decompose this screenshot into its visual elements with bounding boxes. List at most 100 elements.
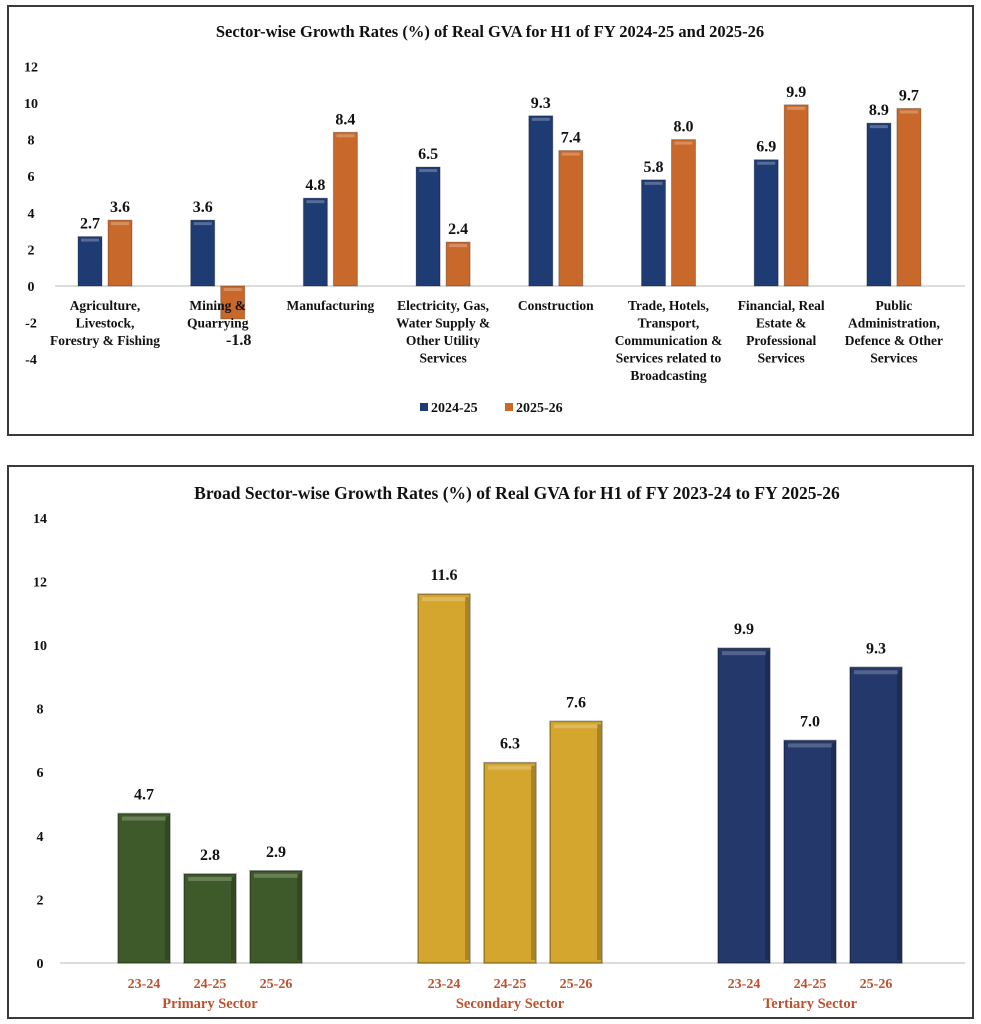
y-tick-label: 0 xyxy=(37,957,44,972)
data-label: 6.9 xyxy=(756,139,776,156)
bar-highlight xyxy=(787,106,806,110)
data-label: 6.5 xyxy=(418,146,438,163)
bar-shade xyxy=(597,724,601,960)
bar-2024-25 xyxy=(77,236,103,287)
data-label: 11.6 xyxy=(430,567,457,584)
category-label: Trade, Hotels, xyxy=(628,298,709,313)
bar-2024-25 xyxy=(415,166,441,287)
data-label: 4.8 xyxy=(305,177,325,194)
bar-2025-26 xyxy=(220,285,246,320)
y-tick-label: 6 xyxy=(37,766,44,781)
category-label: 24-25 xyxy=(494,977,527,992)
category-label: 25-26 xyxy=(560,977,593,992)
bar-shade xyxy=(231,876,235,960)
category-label: Water Supply & xyxy=(396,316,490,331)
y-tick-label: 10 xyxy=(33,639,47,654)
category-label: Electricity, Gas, xyxy=(397,298,489,313)
data-label: 5.8 xyxy=(644,159,664,176)
category-label: Transport, xyxy=(638,316,700,331)
bar-shade xyxy=(531,765,535,960)
category-label: 25-26 xyxy=(260,977,293,992)
category-label: 23-24 xyxy=(128,977,161,992)
bar-2024-25 xyxy=(528,115,554,287)
data-label: 9.9 xyxy=(786,84,806,101)
category-label: Other Utility xyxy=(406,333,481,348)
bar-highlight xyxy=(554,724,598,729)
data-label: 2.8 xyxy=(200,847,220,864)
bar-secondary-sector xyxy=(549,720,603,964)
data-label: 2.9 xyxy=(266,844,286,861)
data-label: 9.9 xyxy=(734,621,754,638)
bar-2024-25 xyxy=(190,219,216,287)
bar-highlight xyxy=(531,117,550,121)
bar-shade xyxy=(897,670,901,960)
bar-tertiary-sector xyxy=(783,739,837,964)
bar-shade xyxy=(465,597,469,960)
data-label: 7.6 xyxy=(566,694,586,711)
bar-2025-26 xyxy=(783,104,809,287)
bar-2024-25 xyxy=(753,159,779,287)
bar-secondary-sector xyxy=(417,593,471,964)
y-tick-label: 14 xyxy=(33,512,47,527)
category-label: Defence & Other xyxy=(845,333,943,348)
chart1-title: Sector-wise Growth Rates (%) of Real GVA… xyxy=(216,22,764,41)
data-label: 9.3 xyxy=(531,95,551,112)
y-tick-label: -4 xyxy=(25,353,37,368)
y-tick-label: 2 xyxy=(28,243,35,258)
chart-panel-sector-wise xyxy=(7,5,974,436)
category-label: 25-26 xyxy=(860,977,893,992)
data-label: 8.4 xyxy=(335,111,355,128)
y-tick-label: 8 xyxy=(28,134,35,149)
group-label: Primary Sector xyxy=(162,996,258,1012)
chart2-title: Broad Sector-wise Growth Rates (%) of Re… xyxy=(194,483,840,503)
category-label: Quarrying xyxy=(187,316,249,331)
bar-highlight xyxy=(757,161,776,165)
category-label: Administration, xyxy=(848,316,940,331)
bar-2024-25 xyxy=(866,122,892,287)
category-label: Agriculture, xyxy=(70,298,141,313)
bar-primary-sector xyxy=(249,870,303,964)
legend-swatch-2024-25 xyxy=(420,403,428,411)
category-label: 23-24 xyxy=(728,977,761,992)
bar-highlight xyxy=(122,816,166,821)
data-label: 9.7 xyxy=(899,87,919,104)
category-label: 24-25 xyxy=(794,977,827,992)
bar-highlight xyxy=(111,222,129,226)
data-label: 8.0 xyxy=(674,119,694,136)
group-label: Tertiary Sector xyxy=(763,996,858,1012)
bar-highlight xyxy=(449,244,468,248)
legend-label: 2024-25 xyxy=(431,401,478,416)
bar-primary-sector xyxy=(117,812,171,964)
bar-2024-25 xyxy=(302,197,328,287)
bar-tertiary-sector xyxy=(717,647,771,964)
bar-highlight xyxy=(306,200,325,204)
bar-highlight xyxy=(193,222,212,226)
bar-highlight xyxy=(254,873,298,878)
y-tick-label: 6 xyxy=(28,170,35,185)
category-label: Services xyxy=(870,351,917,366)
bar-shade xyxy=(765,651,769,960)
bar-secondary-sector xyxy=(483,761,537,964)
category-label: Construction xyxy=(518,298,594,313)
bar-highlight xyxy=(223,288,242,291)
y-tick-label: 4 xyxy=(28,207,35,222)
data-label: -1.8 xyxy=(226,332,251,349)
data-label: 7.4 xyxy=(561,130,581,147)
bar-2025-26 xyxy=(445,241,471,287)
data-label: 9.3 xyxy=(866,640,886,657)
bar-highlight xyxy=(644,181,663,185)
category-label: Public xyxy=(876,298,913,313)
bar-highlight xyxy=(188,876,232,881)
y-tick-label: 0 xyxy=(28,280,35,295)
bar-highlight xyxy=(854,670,898,675)
y-tick-label: 4 xyxy=(37,830,44,845)
bar-shade xyxy=(165,816,169,960)
legend-swatch-2025-26 xyxy=(505,403,513,411)
bar-highlight xyxy=(336,134,355,138)
data-label: 2.4 xyxy=(448,221,468,238)
category-label: Broadcasting xyxy=(630,368,707,383)
bar-highlight xyxy=(722,651,766,656)
bar-2025-26 xyxy=(332,131,358,287)
bar-highlight xyxy=(869,125,888,129)
